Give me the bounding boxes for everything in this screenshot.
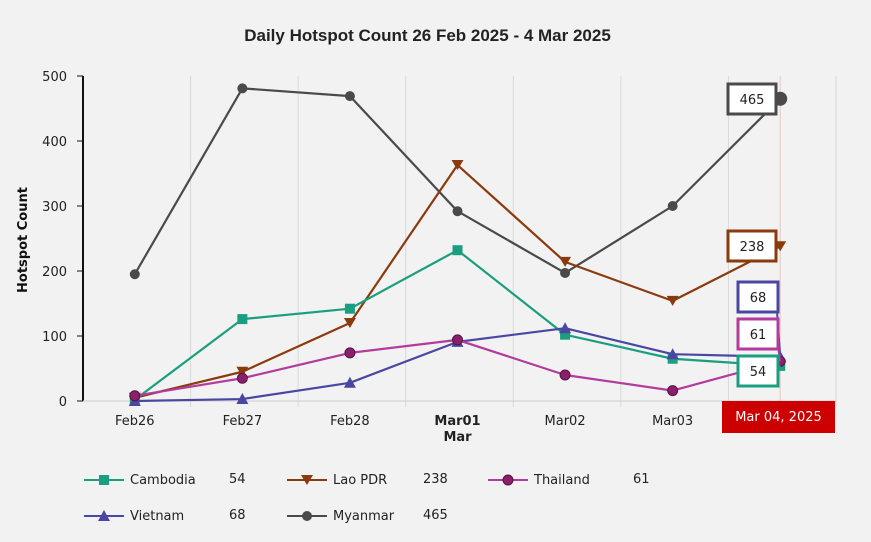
- y-tick-label: 400: [42, 135, 67, 150]
- tooltip-myanmar: 465: [726, 82, 781, 116]
- series-thailand: [129, 334, 786, 402]
- data-point[interactable]: [560, 329, 571, 340]
- y-tick-label: 300: [42, 200, 67, 215]
- tooltip-value: 465: [740, 93, 765, 108]
- legend-marker: [301, 475, 313, 485]
- square-marker-icon: [84, 475, 124, 485]
- legend-marker: [99, 475, 109, 485]
- tooltip-box: [726, 82, 778, 116]
- data-point[interactable]: [666, 295, 679, 306]
- x-tick-label: Feb28: [330, 414, 370, 429]
- data-point[interactable]: [236, 366, 249, 377]
- data-point[interactable]: [559, 322, 572, 334]
- data-point[interactable]: [344, 303, 355, 314]
- data-point[interactable]: [343, 318, 356, 328]
- data-point[interactable]: [344, 347, 356, 359]
- legend-item-vietnam[interactable]: Vietnam: [84, 506, 184, 526]
- legend-label: Cambodia: [130, 472, 196, 488]
- legend-item-thailand[interactable]: Thailand: [488, 470, 590, 490]
- circle-purple-marker-icon: [488, 474, 528, 486]
- y-tick-label: 500: [42, 70, 67, 85]
- legend-value: 238: [423, 472, 448, 487]
- y-tick-label: 100: [42, 330, 67, 345]
- legend-label: Myanmar: [333, 508, 395, 524]
- data-point[interactable]: [667, 201, 678, 211]
- data-point[interactable]: [344, 91, 355, 102]
- y-tick-label: 200: [42, 265, 67, 280]
- data-point[interactable]: [451, 160, 464, 171]
- legend-marker: [98, 510, 110, 521]
- x-tick-label: Feb27: [223, 414, 263, 429]
- tooltip-box: [726, 229, 778, 263]
- y-tick-label: 0: [59, 395, 67, 410]
- data-point[interactable]: [667, 385, 679, 397]
- tooltip-value: 54: [750, 365, 767, 380]
- legend-item-lao-pdr[interactable]: Lao PDR: [287, 470, 387, 490]
- data-point[interactable]: [452, 206, 463, 217]
- triangle-up-marker-icon: [84, 510, 124, 521]
- tooltip-value: 61: [750, 328, 767, 343]
- legend-value: 61: [633, 472, 650, 487]
- data-point[interactable]: [237, 314, 248, 325]
- tooltip-cambodia: 54: [736, 354, 781, 388]
- triangle-down-marker-icon: [287, 475, 327, 485]
- tooltip-box: [736, 317, 780, 351]
- series-line: [134, 338, 781, 397]
- legend-item-myanmar[interactable]: Myanmar: [287, 506, 394, 526]
- tooltip-box: [736, 354, 780, 388]
- tooltip-thailand: 61: [736, 317, 782, 362]
- tooltip-value: 68: [750, 291, 767, 306]
- series-line: [134, 163, 781, 399]
- series-lines: [128, 83, 788, 406]
- tooltips: 465 238 68 61 54: [726, 82, 782, 388]
- legend-value: 68: [229, 508, 246, 523]
- data-point[interactable]: [559, 369, 571, 381]
- y-axis-ticks: 0 100 200 300 400 500: [42, 70, 83, 410]
- data-point[interactable]: [559, 256, 572, 267]
- legend-label: Lao PDR: [333, 472, 388, 488]
- series-line: [134, 249, 781, 401]
- circle-marker-icon: [287, 511, 327, 521]
- legend-value: 54: [229, 472, 246, 487]
- legend-label: Thailand: [534, 472, 590, 488]
- x-tick-label: Mar01: [434, 414, 480, 429]
- tooltip-value: 238: [740, 240, 765, 255]
- x-tick-label: Mar03: [652, 414, 693, 429]
- tooltip-lao-pdr: 238: [726, 229, 781, 263]
- data-point[interactable]: [236, 372, 248, 384]
- legend-item-cambodia[interactable]: Cambodia: [84, 470, 196, 490]
- data-point[interactable]: [236, 393, 249, 405]
- hover-date-badge: Mar 04, 2025: [722, 401, 835, 433]
- chart-title: Daily Hotspot Count 26 Feb 2025 - 4 Mar …: [244, 26, 611, 45]
- data-point[interactable]: [560, 267, 571, 278]
- y-axis-label: Hotspot Count: [16, 187, 31, 293]
- series-lao-pdr: [128, 160, 787, 403]
- tooltip-box: [736, 280, 780, 314]
- data-point[interactable]: [343, 376, 356, 388]
- legend-label: Vietnam: [130, 508, 185, 524]
- data-point[interactable]: [129, 390, 141, 402]
- data-point[interactable]: [237, 83, 248, 94]
- data-point[interactable]: [666, 348, 679, 360]
- x-tick-sublabel: Mar: [443, 430, 472, 445]
- data-point[interactable]: [129, 269, 140, 280]
- legend-marker: [502, 474, 514, 486]
- legend-value: 465: [423, 508, 448, 523]
- data-point[interactable]: [452, 245, 463, 256]
- axes: [82, 76, 836, 402]
- data-point[interactable]: [452, 334, 463, 346]
- x-tick-label: Feb26: [115, 414, 155, 429]
- x-tick-label: Mar02: [545, 414, 586, 429]
- legend-marker: [302, 511, 312, 521]
